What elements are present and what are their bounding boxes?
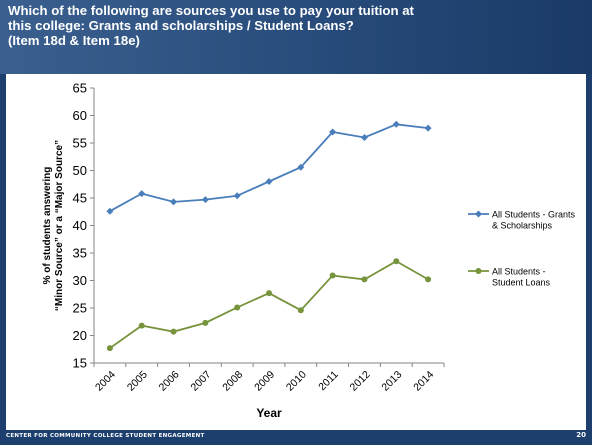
- title-line-2: this college: Grants and scholarships / …: [8, 18, 354, 33]
- x-tick-label: 2011: [316, 369, 341, 394]
- x-axis-title: Year: [256, 406, 282, 420]
- data-point-grants: [392, 120, 400, 128]
- x-tick-label: 2012: [348, 369, 373, 394]
- y-axis-title-line-1: % of students answering: [42, 167, 53, 285]
- x-tick-label: 2013: [379, 369, 404, 394]
- legend-label-2: Student Loans: [492, 278, 551, 288]
- data-point-loans: [202, 319, 209, 326]
- data-point-loans: [234, 304, 241, 311]
- data-point-grants: [265, 178, 273, 185]
- data-point-grants: [329, 128, 337, 136]
- y-tick-label: 40: [73, 218, 87, 233]
- legend-marker-grants: [475, 210, 482, 218]
- y-tick-label: 30: [73, 273, 87, 288]
- x-tick-label: 2004: [93, 369, 118, 394]
- x-tick-label: 2008: [220, 369, 245, 394]
- page-number: 20: [576, 431, 586, 439]
- x-tick-label: 2007: [188, 369, 213, 394]
- legend-label-2: All Students -: [492, 267, 546, 277]
- data-point-grants: [360, 134, 368, 141]
- series-line-1: [109, 123, 429, 212]
- data-point-grants: [297, 163, 305, 171]
- y-tick-label: 55: [73, 136, 87, 151]
- data-point-loans: [266, 290, 272, 297]
- x-tick-label: 2005: [125, 369, 150, 394]
- data-point-grants: [233, 192, 241, 200]
- y-tick-label: 35: [73, 246, 87, 261]
- data-point-loans: [329, 272, 336, 279]
- y-tick-label: 50: [73, 163, 87, 178]
- data-point-loans: [297, 307, 304, 314]
- footer-text: CENTER FOR COMMUNITY COLLEGE STUDENT ENG…: [6, 433, 205, 439]
- data-point-loans: [106, 345, 113, 352]
- y-tick-label: 25: [73, 301, 87, 316]
- data-point-grants: [201, 196, 209, 204]
- y-tick-label: 65: [73, 81, 87, 96]
- data-point-loans: [393, 258, 400, 265]
- y-tick-label: 60: [73, 108, 87, 123]
- x-tick-label: 2010: [284, 369, 309, 394]
- data-point-grants: [106, 207, 114, 215]
- data-point-loans: [138, 322, 145, 329]
- line-chart: 15 20 25 30 35 40 45 50 55 60 65 2004 2005 2006 2007 20…: [42, 81, 576, 421]
- data-point-grants: [138, 190, 146, 198]
- x-tick-label: 2014: [411, 369, 436, 394]
- legend-marker-loans: [475, 268, 482, 274]
- data-point-grants: [170, 198, 178, 206]
- data-point-grants: [424, 124, 432, 132]
- data-point-loans: [361, 276, 368, 283]
- y-axis-title-line-2: “Minor Source” or a “Major Source”: [54, 140, 65, 311]
- y-tick-label: 45: [73, 191, 87, 206]
- title-line-3: (Item 18d & Item 18e): [8, 33, 140, 48]
- data-point-loans: [425, 276, 432, 283]
- chart-panel: 15 20 25 30 35 40 45 50 55 60 65 2004 2005 2006 2007 20…: [6, 74, 586, 430]
- x-tick-label: 2006: [157, 369, 182, 394]
- data-point-loans: [170, 328, 177, 335]
- title-band: [0, 0, 592, 74]
- slide-title: Which of the following are sources you u…: [8, 3, 588, 48]
- legend-label-1: All Students - Grants: [492, 210, 576, 220]
- title-line-1: Which of the following are sources you u…: [8, 3, 414, 18]
- series-line-2: [109, 260, 429, 349]
- y-tick-label: 15: [73, 356, 87, 371]
- legend-label-1: & Scholarships: [492, 221, 553, 231]
- x-tick-label: 2009: [252, 369, 277, 394]
- y-tick-label: 20: [73, 328, 87, 343]
